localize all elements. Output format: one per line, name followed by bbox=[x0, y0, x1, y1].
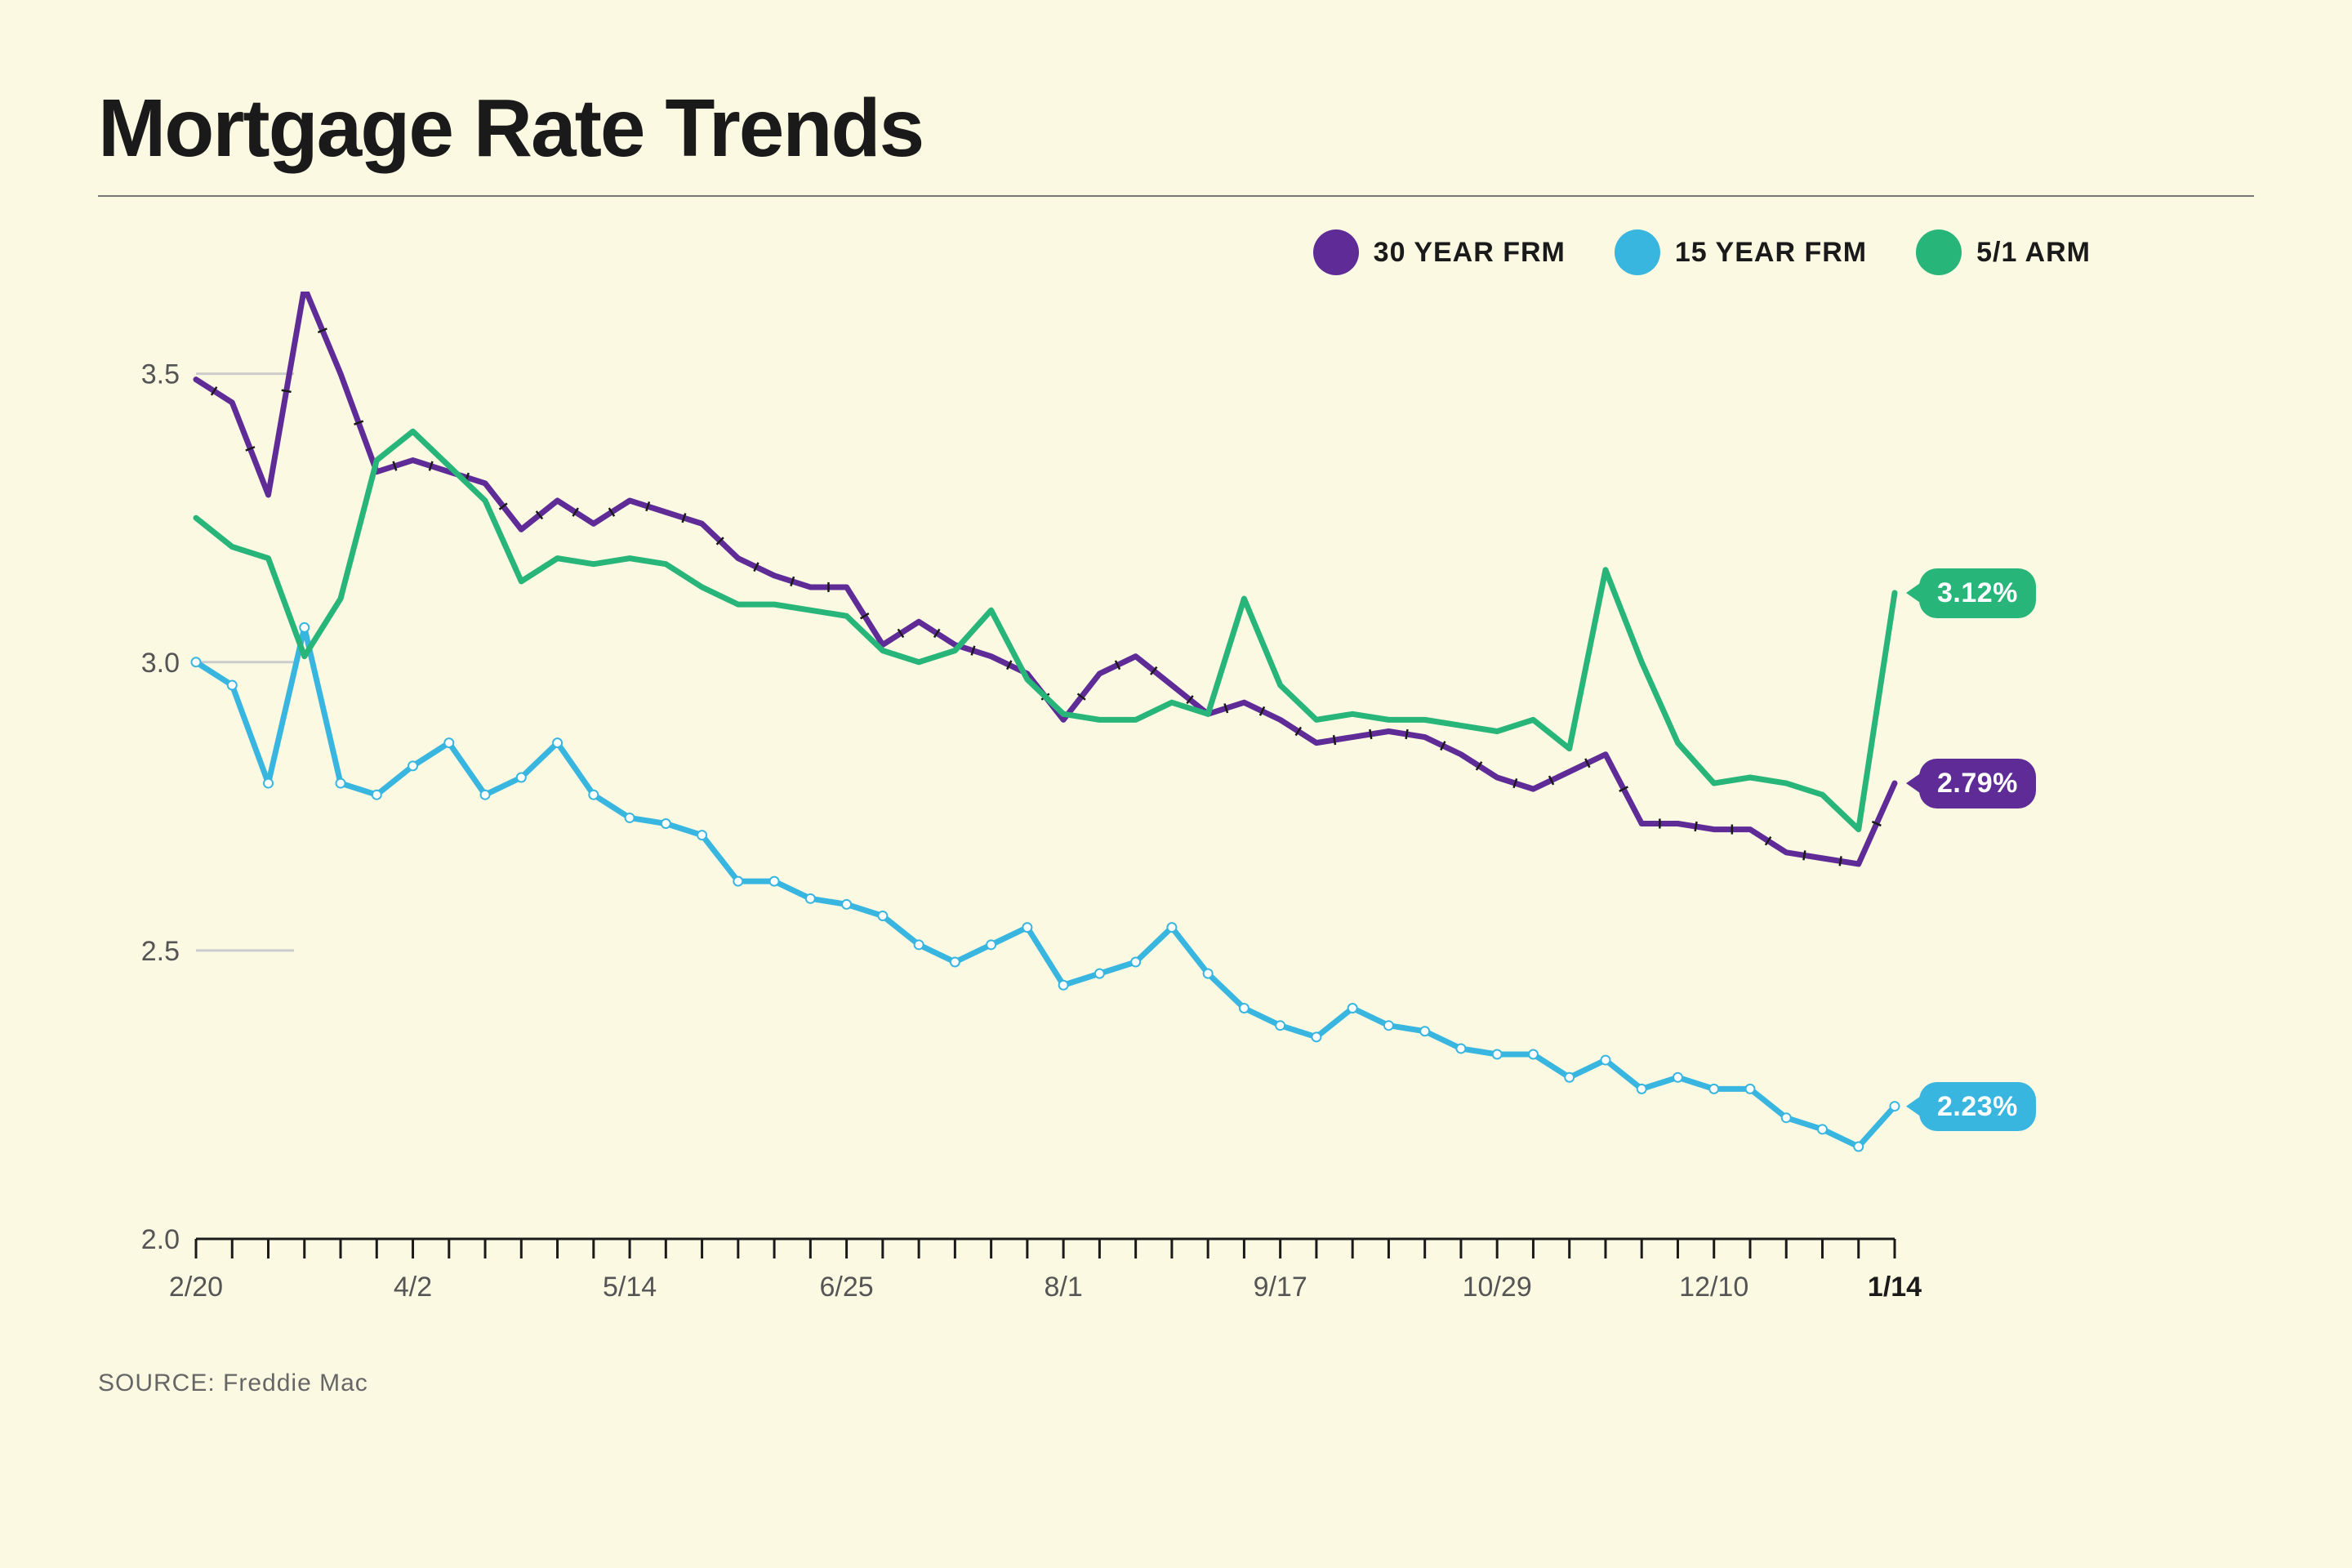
svg-text:8/1: 8/1 bbox=[1044, 1272, 1082, 1303]
svg-text:1/14: 1/14 bbox=[1868, 1272, 1922, 1303]
source-label: SOURCE: bbox=[98, 1370, 216, 1396]
legend: 30 YEAR FRM 15 YEAR FRM 5/1 ARM bbox=[98, 229, 2091, 275]
series-endcap-label: 3.12% bbox=[1919, 568, 2036, 618]
svg-text:3.0: 3.0 bbox=[141, 648, 180, 679]
legend-label: 5/1 ARM bbox=[1976, 237, 2091, 269]
svg-text:5/14: 5/14 bbox=[603, 1272, 657, 1303]
svg-text:10/29: 10/29 bbox=[1463, 1272, 1532, 1303]
svg-text:2.0: 2.0 bbox=[141, 1224, 180, 1255]
svg-text:6/25: 6/25 bbox=[820, 1272, 874, 1303]
legend-label: 15 YEAR FRM bbox=[1675, 237, 1867, 269]
legend-item: 15 YEAR FRM bbox=[1615, 229, 1867, 275]
chart-title: Mortgage Rate Trends bbox=[98, 82, 2254, 176]
source-name: Freddie Mac bbox=[223, 1370, 368, 1396]
svg-text:2/20: 2/20 bbox=[169, 1272, 223, 1303]
svg-text:3.5: 3.5 bbox=[141, 359, 180, 390]
source-line: SOURCE: Freddie Mac bbox=[98, 1370, 2254, 1397]
plot-area: 2.0 2.5 3.0 3.5 2/20 4/2 5/14 6/25 8/1 9/17 10/29 1… bbox=[98, 292, 2254, 1337]
svg-text:2.5: 2.5 bbox=[141, 936, 180, 967]
svg-text:12/10: 12/10 bbox=[1679, 1272, 1748, 1303]
chart-container: Mortgage Rate Trends 30 YEAR FRM 15 YEAR … bbox=[0, 0, 2352, 1446]
series-endcap-label: 2.23% bbox=[1919, 1082, 2036, 1132]
svg-text:4/2: 4/2 bbox=[394, 1272, 432, 1303]
series-endcap-label: 2.79% bbox=[1919, 759, 2036, 808]
title-rule bbox=[98, 195, 2254, 197]
svg-text:9/17: 9/17 bbox=[1254, 1272, 1307, 1303]
legend-swatch bbox=[1313, 229, 1359, 275]
legend-swatch bbox=[1916, 229, 1962, 275]
legend-item: 30 YEAR FRM bbox=[1313, 229, 1566, 275]
legend-label: 30 YEAR FRM bbox=[1374, 237, 1566, 269]
legend-swatch bbox=[1615, 229, 1660, 275]
line-chart-svg: 2.0 2.5 3.0 3.5 2/20 4/2 5/14 6/25 8/1 9/17 10/29 1… bbox=[98, 292, 2058, 1337]
legend-item: 5/1 ARM bbox=[1916, 229, 2091, 275]
